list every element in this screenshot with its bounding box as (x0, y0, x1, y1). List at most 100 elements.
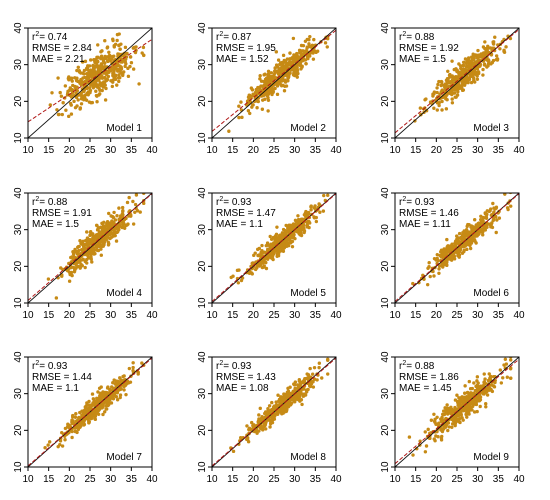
data-point (447, 425, 451, 429)
data-point (286, 402, 290, 407)
data-point (281, 227, 286, 232)
data-point (75, 76, 79, 80)
data-point (466, 80, 470, 85)
y-tick-label: 30 (380, 224, 391, 236)
data-point (435, 86, 439, 90)
data-point (123, 45, 128, 50)
data-point (80, 263, 85, 268)
data-point (432, 419, 437, 424)
data-point (282, 71, 286, 75)
data-point (94, 223, 99, 227)
data-point (260, 243, 264, 248)
data-point (436, 82, 440, 87)
x-tick-label: 15 (410, 474, 422, 485)
model-label: Model 9 (473, 452, 509, 463)
data-point (87, 237, 91, 242)
data-point (103, 75, 107, 80)
data-point (124, 392, 128, 397)
data-point (85, 91, 90, 96)
data-point (487, 388, 492, 392)
data-point (70, 435, 74, 440)
x-tick-label: 20 (64, 474, 76, 485)
data-point (84, 242, 88, 247)
data-point (274, 400, 278, 404)
data-point (475, 385, 479, 389)
data-point (58, 442, 62, 447)
data-point (81, 239, 85, 244)
x-tick-label: 40 (330, 310, 342, 321)
x-tick-label: 10 (389, 310, 401, 321)
data-point (302, 378, 306, 383)
data-point (492, 210, 496, 214)
data-point (239, 278, 244, 283)
data-point (443, 260, 447, 264)
data-point (78, 238, 82, 243)
x-tick-label: 30 (289, 474, 301, 485)
data-point (462, 391, 467, 395)
fit-line (212, 29, 336, 132)
data-point (304, 215, 308, 219)
data-point (494, 54, 499, 58)
data-point (74, 263, 78, 267)
points-group (48, 32, 146, 119)
data-point (60, 112, 64, 117)
x-tick-label: 25 (268, 310, 280, 321)
data-point (113, 57, 118, 62)
data-point (115, 224, 119, 229)
x-tick-label: 35 (126, 145, 138, 156)
data-point (283, 84, 287, 89)
data-point (322, 193, 326, 198)
data-point (494, 205, 499, 209)
y-tick-label: 40 (197, 351, 208, 363)
data-point (281, 53, 286, 58)
data-point (107, 50, 111, 55)
data-point (237, 104, 241, 108)
data-point (58, 90, 62, 95)
data-point (483, 381, 488, 386)
data-point (127, 366, 132, 371)
x-tick-label: 25 (84, 145, 96, 156)
data-point (498, 47, 502, 51)
x-tick-label: 15 (227, 310, 239, 321)
data-point (107, 402, 111, 407)
data-point (99, 225, 103, 230)
x-tick-label: 15 (410, 310, 422, 321)
data-point (64, 108, 68, 112)
data-point (482, 372, 486, 376)
data-point (282, 64, 286, 69)
data-point (266, 72, 271, 76)
data-point (93, 60, 97, 65)
x-tick-label: 10 (22, 145, 34, 156)
model-label: Model 8 (290, 452, 326, 463)
data-point (475, 77, 480, 82)
data-point (121, 209, 125, 214)
data-point (138, 210, 142, 214)
data-point (46, 277, 51, 281)
data-point (502, 363, 506, 367)
data-point (497, 216, 502, 220)
data-point (435, 90, 439, 95)
data-point (108, 221, 112, 225)
fit-line (28, 193, 152, 301)
data-point (71, 261, 76, 266)
data-point (491, 40, 495, 44)
data-point (504, 45, 508, 49)
data-point (455, 417, 459, 421)
data-point (115, 38, 119, 43)
data-point (99, 253, 104, 257)
rmse-label: RMSE = 1.46 (399, 208, 459, 219)
data-point (256, 99, 261, 104)
data-point (311, 372, 315, 376)
data-point (301, 226, 305, 230)
r-squared-label: r2= 0.93 (399, 196, 435, 208)
data-point (308, 34, 312, 39)
data-point (505, 206, 510, 210)
data-point (96, 43, 100, 47)
data-point (492, 48, 497, 53)
data-point (460, 81, 465, 85)
data-point (446, 78, 450, 82)
data-point (110, 385, 114, 389)
y-tick-label: 10 (13, 461, 24, 473)
data-point (290, 239, 295, 244)
